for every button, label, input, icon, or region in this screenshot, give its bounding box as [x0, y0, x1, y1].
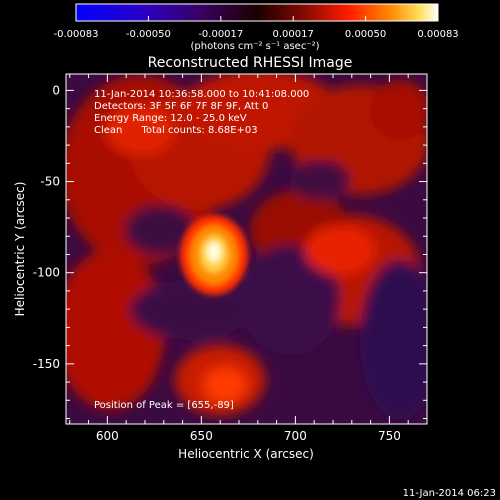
- colorbar-tick-label: -0.00083: [54, 29, 99, 40]
- colorbar-tick-label: 0.00083: [417, 29, 458, 40]
- y-axis-tick-labels: 0 -50 -100 -150: [33, 83, 60, 370]
- x-tick-label: 650: [190, 429, 213, 443]
- x-axis-label: Heliocentric X (arcsec): [178, 447, 314, 461]
- info-energy-range: Energy Range: 12.0 - 25.0 keV: [94, 113, 247, 124]
- y-axis-label: Heliocentric Y (arcsec): [13, 182, 27, 317]
- observation-info: 11-Jan-2014 10:36:58.000 to 10:41:08.000…: [94, 89, 309, 136]
- y-tick-label: 0: [52, 83, 60, 97]
- y-tick-label: -150: [33, 357, 60, 371]
- x-tick-label: 700: [284, 429, 307, 443]
- colorbar-tick-label: -0.00017: [198, 29, 243, 40]
- x-tick-label: 600: [96, 429, 119, 443]
- colorbar-units: (photons cm⁻² s⁻¹ asec⁻²): [190, 41, 319, 52]
- info-time-range: 11-Jan-2014 10:36:58.000 to 10:41:08.000: [94, 89, 309, 100]
- rhessi-image: [66, 74, 427, 424]
- peak-position: Position of Peak = [655,-89]: [94, 400, 234, 411]
- x-tick-label: 750: [378, 429, 401, 443]
- colorbar: -0.00083 -0.00050 -0.00017 0.00017 0.00050 0.…: [54, 3, 459, 52]
- colorbar-tick-labels: -0.00083 -0.00050 -0.00017 0.00017 0.00050 0.…: [54, 29, 459, 40]
- y-tick-label: -100: [33, 266, 60, 280]
- colorbar-tick-label: 0.00017: [273, 29, 314, 40]
- footer-timestamp: 11-Jan-2014 06:23: [403, 488, 496, 499]
- y-tick-label: -50: [40, 175, 60, 189]
- colorbar-tick-marks: [75, 16, 439, 21]
- colorbar-gradient: [75, 3, 439, 22]
- colorbar-tick-label: 0.00050: [345, 29, 386, 40]
- plot-frame: [65, 73, 428, 425]
- axis-tick-marks: [66, 74, 428, 424]
- x-axis-tick-labels: 600 650 700 750: [96, 429, 401, 443]
- info-clean-counts: Clean Total counts: 8.68E+03: [94, 125, 258, 136]
- info-detectors: Detectors: 3F 5F 6F 7F 8F 9F, Att 0: [94, 101, 268, 112]
- plot-title: Reconstructed RHESSI Image: [148, 55, 353, 71]
- colorbar-tick-label: -0.00050: [126, 29, 171, 40]
